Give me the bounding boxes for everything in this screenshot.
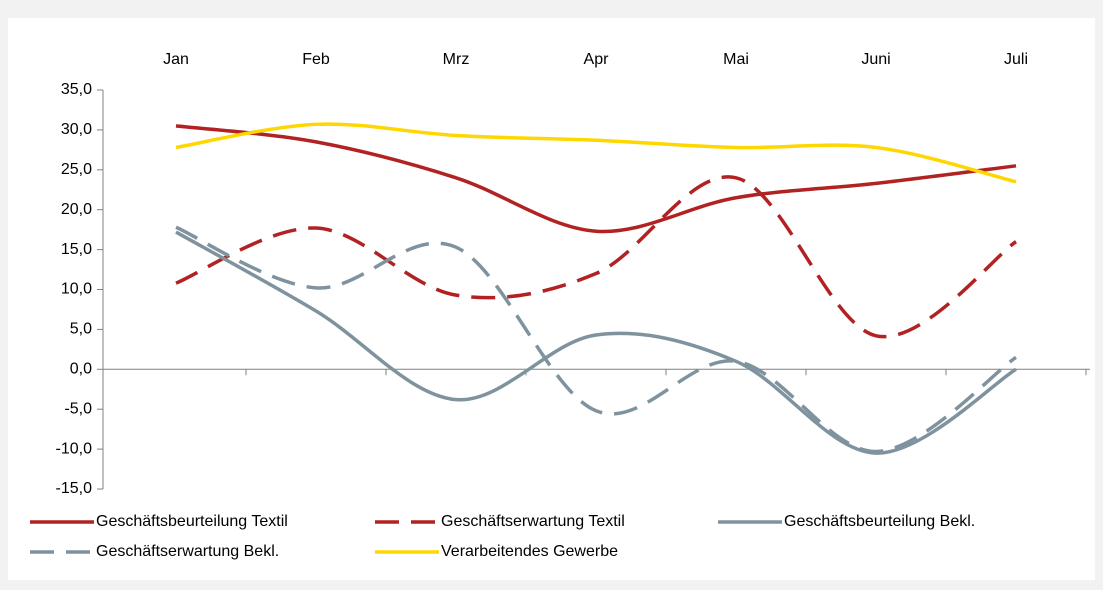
x-tick-label: Juni — [861, 51, 890, 68]
plot-panel — [8, 18, 1095, 580]
y-tick-label: -15,0 — [56, 480, 93, 497]
legend-label: Geschäftsbeurteilung Bekl. — [784, 513, 975, 530]
y-tick-label: -10,0 — [56, 440, 93, 457]
series-line — [175, 225, 1017, 454]
y-tick-label: 25,0 — [61, 161, 92, 178]
x-tick-label: Feb — [302, 51, 330, 68]
series-line — [175, 175, 1018, 339]
y-tick-label: 30,0 — [61, 121, 92, 138]
y-tick-label: -5,0 — [64, 400, 92, 417]
y-tick-label: 15,0 — [61, 241, 92, 258]
x-tick-label: Juli — [1004, 51, 1028, 68]
x-tick-label: Jan — [163, 51, 189, 68]
x-tick-label: Mrz — [443, 51, 470, 68]
y-tick-label: 10,0 — [61, 281, 92, 298]
series-line — [175, 122, 1017, 184]
x-tick-label: Mai — [723, 51, 749, 68]
legend-label: Verarbeitendes Gewerbe — [441, 543, 618, 560]
legend-label: Geschäftserwartung Textil — [441, 513, 625, 530]
x-tick-label: Apr — [584, 51, 610, 68]
y-tick-label: 35,0 — [61, 81, 92, 98]
legend-label: Geschäftsbeurteilung Textil — [96, 513, 288, 530]
legend-label: Geschäftserwartung Bekl. — [96, 543, 279, 560]
y-tick-label: 5,0 — [70, 321, 92, 338]
series-line — [175, 124, 1017, 234]
y-tick-label: 0,0 — [70, 361, 92, 378]
y-tick-label: 20,0 — [61, 201, 92, 218]
